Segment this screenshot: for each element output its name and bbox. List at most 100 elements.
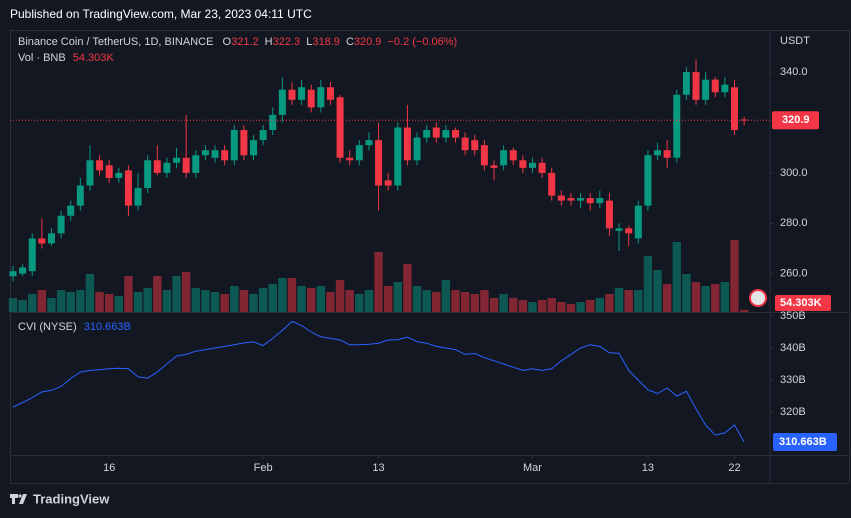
volume-bar: [287, 278, 297, 312]
volume-bar: [682, 274, 691, 312]
y2-tick-label: 330B: [780, 374, 806, 386]
volume-bar: [566, 304, 576, 312]
ohlc-prefix: O: [223, 36, 232, 48]
volume-bar: [509, 298, 518, 312]
volume-bar: [383, 286, 393, 312]
candle-body: [173, 157, 181, 163]
volume-bar: [201, 290, 210, 312]
volume-bar: [518, 300, 528, 312]
volume-bar: [28, 294, 37, 312]
candle-body: [682, 72, 690, 95]
candle-body: [211, 150, 219, 158]
volume-bar: [403, 264, 412, 312]
y2-tick-label: 340B: [780, 342, 806, 354]
candle-body: [634, 205, 642, 239]
candle-body: [192, 155, 200, 173]
volume-bar: [528, 302, 537, 312]
y2-tick-label: 320B: [780, 406, 806, 418]
candle-body: [230, 130, 238, 161]
volume-bar: [662, 284, 672, 312]
cvi-legend: CVI (NYSE) 310.663B: [18, 321, 131, 333]
logo-shape: [19, 494, 27, 504]
volume-bar: [162, 290, 172, 312]
volume-bar: [56, 290, 66, 312]
candle-body: [134, 188, 142, 206]
volume-bar: [326, 292, 335, 312]
footer-logo: [10, 494, 27, 504]
volume-bar: [47, 298, 56, 312]
change: −0.2 (−0.06%): [387, 36, 457, 48]
volume-bar: [345, 290, 354, 312]
candle-body: [384, 180, 392, 186]
candle-body: [538, 162, 546, 173]
cvi-last-label: 310.663B: [779, 436, 827, 448]
candle-body: [105, 165, 113, 178]
volume-bar: [297, 286, 306, 312]
volume-bar: [95, 292, 104, 312]
volume-bar: [316, 286, 326, 312]
volume-bar: [614, 288, 624, 312]
volume-bar: [18, 300, 27, 312]
candle-body: [615, 228, 623, 231]
last-price-box: [772, 111, 819, 130]
candle-body: [432, 127, 440, 138]
volume-bar: [153, 276, 162, 312]
cvi-last: 310.663B: [84, 321, 131, 333]
candle-body: [288, 89, 296, 100]
candle-body: [548, 172, 556, 196]
candle-body: [673, 94, 681, 158]
volume-bar: [220, 294, 229, 312]
published-note: Published on TradingView.com, Mar 23, 20…: [10, 7, 312, 21]
candle-body: [355, 145, 363, 161]
candle-body: [731, 87, 738, 131]
candle-body: [471, 140, 479, 151]
volume-bar: [576, 302, 585, 312]
volume-bar: [239, 290, 249, 312]
x-tick-label: 13: [642, 462, 654, 474]
candle-body: [47, 233, 55, 244]
candle-body: [298, 87, 306, 100]
volume-bar: [480, 290, 489, 312]
candle-body: [163, 162, 171, 173]
volume-bar: [643, 256, 653, 312]
candle-body: [221, 150, 229, 161]
candle-body: [76, 185, 84, 206]
volume-bar: [624, 290, 633, 312]
y-tick-label: 280.0: [780, 217, 808, 229]
candle-body: [577, 198, 585, 201]
legend: Binance Coin / TetherUS, 1D, BINANCE O32…: [18, 36, 457, 48]
volume-bar: [634, 290, 643, 312]
volume-bar: [547, 298, 556, 312]
volume-bar: [66, 292, 75, 312]
x-tick-label: 22: [728, 462, 740, 474]
volume-bar: [374, 252, 383, 312]
candle-body: [461, 137, 469, 151]
candle-body: [403, 127, 411, 161]
ohlc-value: 321.2: [231, 36, 259, 48]
event-icon[interactable]: [749, 289, 767, 307]
candle-body: [144, 160, 152, 189]
axis-unit: USDT: [780, 35, 810, 47]
candle-body: [9, 271, 17, 277]
x-tick-label: 16: [103, 462, 115, 474]
candle-body: [605, 200, 613, 229]
candle-body: [586, 198, 594, 204]
volume-bar: [701, 286, 710, 312]
x-tick-label: Feb: [254, 462, 273, 474]
candle-body: [721, 84, 729, 93]
marks: 260.0 280.0 300.0 340.0 350B 340B 330B 320B 16 Fe…: [8, 59, 837, 474]
candle-body: [567, 198, 575, 201]
volume-bar: [412, 286, 422, 312]
volume-bar: [393, 282, 402, 312]
volume-bar: [537, 300, 547, 312]
volume-bar: [37, 290, 47, 312]
volume-bar: [730, 240, 739, 312]
candle-body: [57, 215, 65, 234]
y2-tick-label: 350B: [780, 310, 806, 322]
volume-bar: [460, 292, 470, 312]
volume-bar: [451, 290, 460, 312]
candle-body: [201, 150, 209, 156]
candle-body: [115, 172, 123, 178]
